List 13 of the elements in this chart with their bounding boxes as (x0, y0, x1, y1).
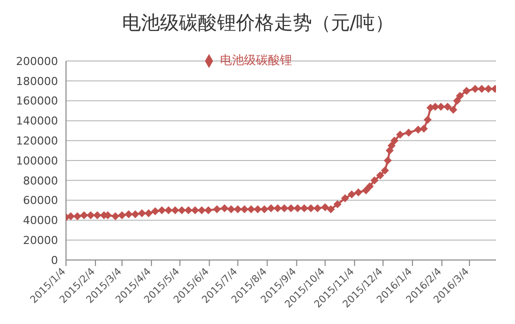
y-tick-label: 180000 (16, 74, 58, 88)
y-tick-label: 200000 (16, 54, 58, 68)
legend-label: 电池级碳酸锂 (220, 53, 292, 67)
y-tick-label: 140000 (16, 114, 58, 128)
y-tick-label: 40000 (23, 214, 58, 228)
y-tick-label: 80000 (23, 174, 58, 188)
y-tick-label: 60000 (23, 194, 58, 208)
y-tick-label: 20000 (23, 234, 58, 248)
y-tick-label: 0 (51, 254, 58, 267)
y-tick-label: 120000 (16, 134, 58, 148)
y-tick-label: 160000 (16, 94, 58, 108)
chart-title: 电池级碳酸锂价格走势（元/吨） (120, 11, 396, 36)
y-tick-label: 100000 (16, 154, 58, 168)
